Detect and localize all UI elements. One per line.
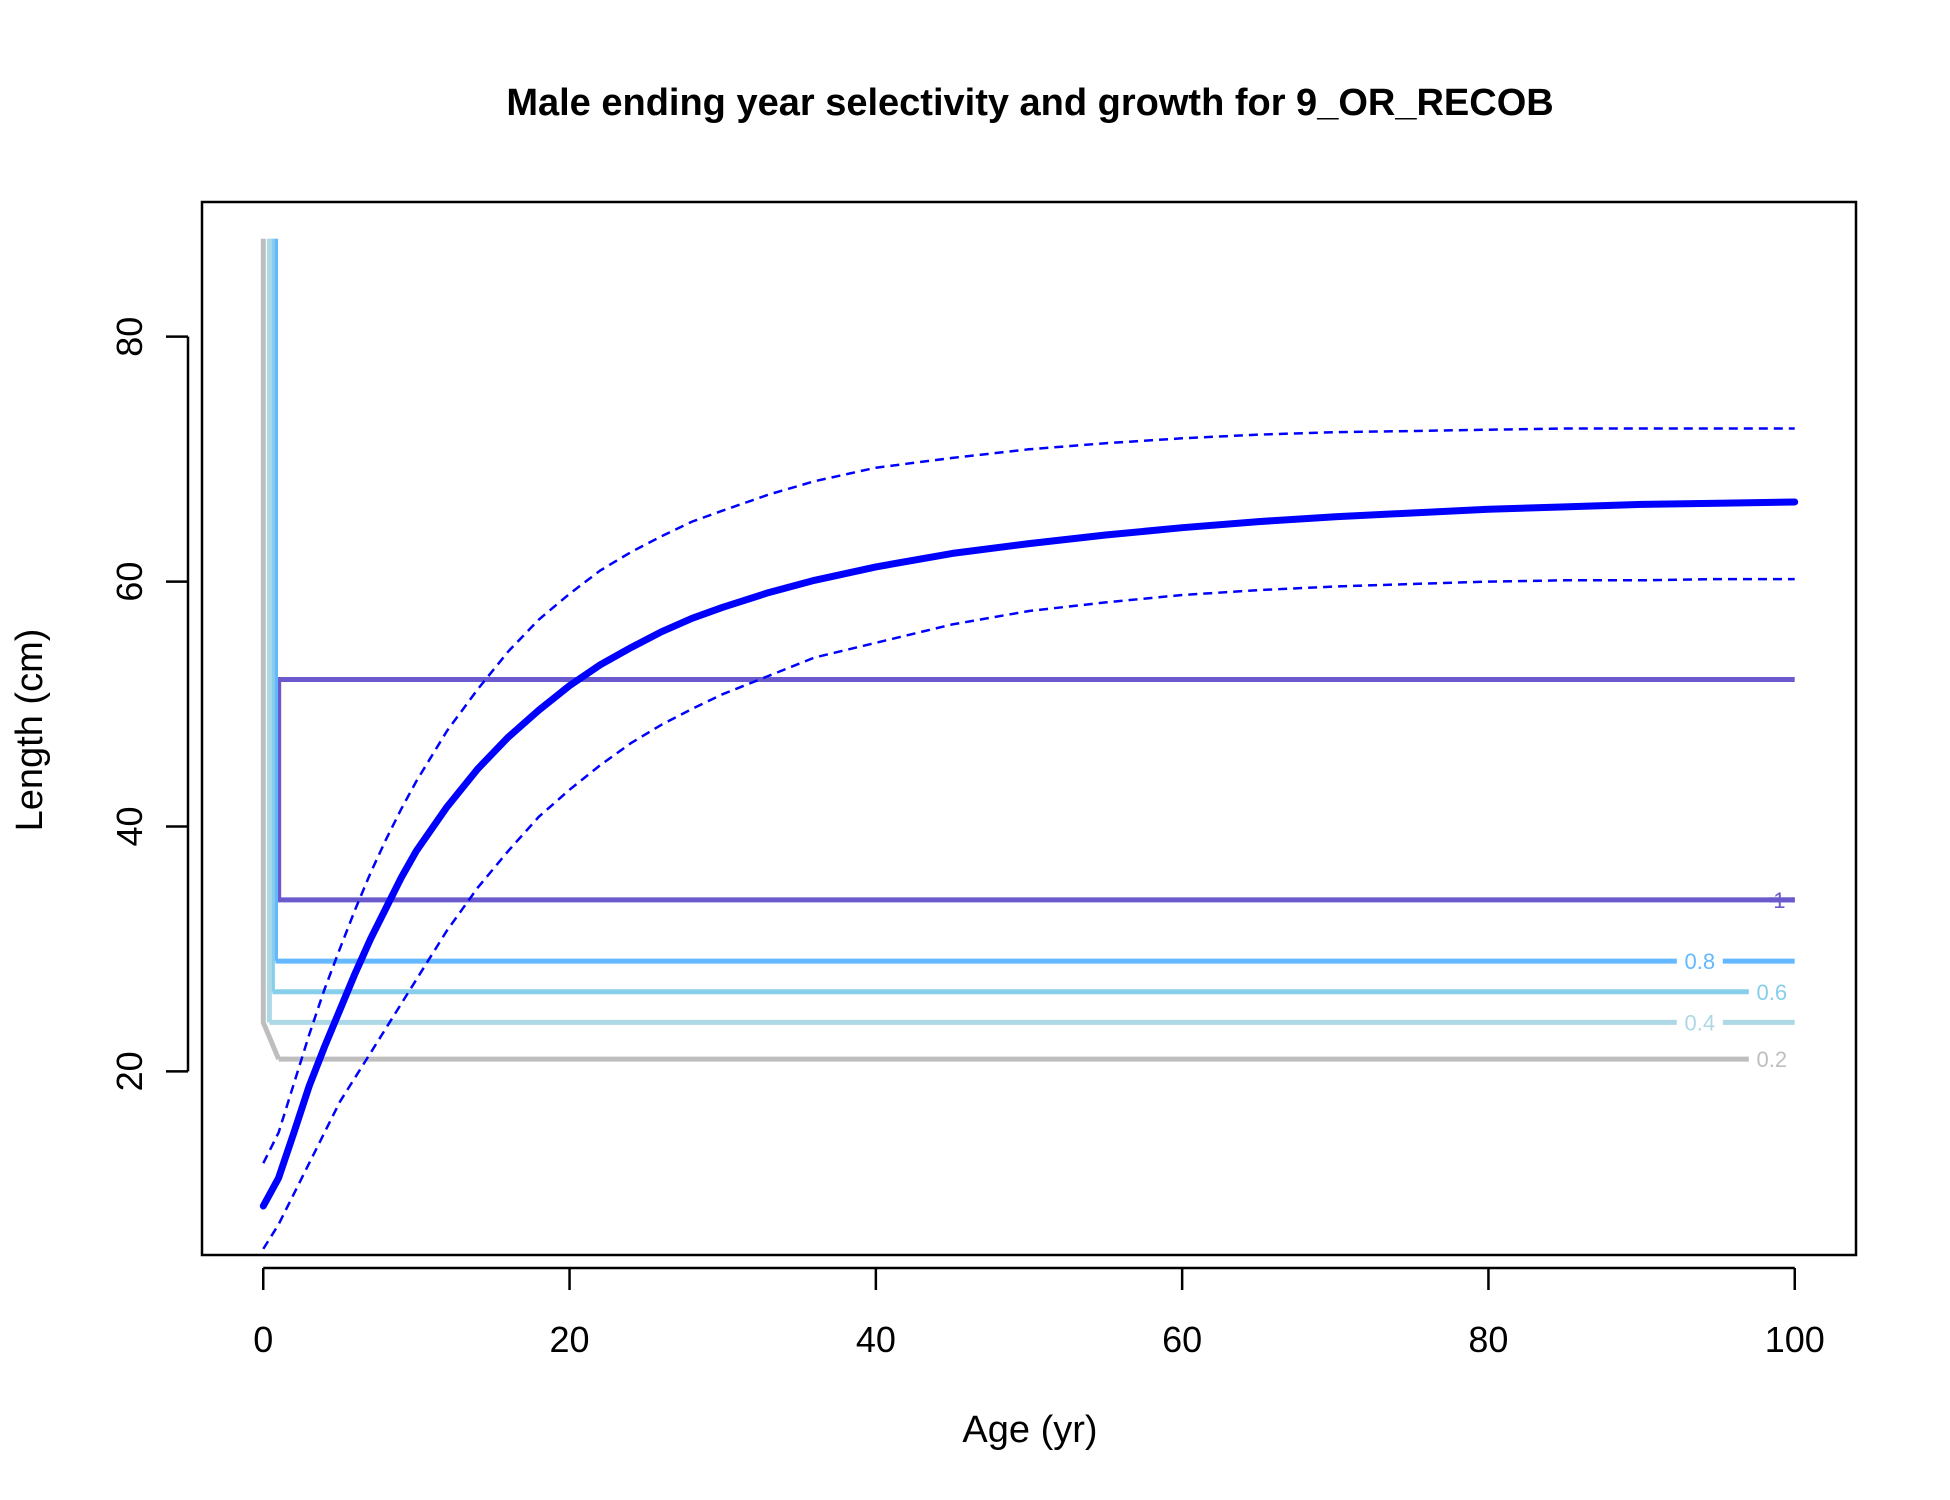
y-tick-label-60: 60 [109,562,150,602]
x-tick-label-80: 80 [1468,1319,1508,1360]
contour-line-0-2-stem [260,238,281,1061]
contour-label-1: 1 [1773,888,1785,913]
contour-line-1-stem [276,679,1795,903]
y-tick-label-80: 80 [109,317,150,357]
y-tick-label-40: 40 [109,806,150,846]
x-tick-label-60: 60 [1162,1319,1202,1360]
x-tick-label-40: 40 [856,1319,896,1360]
x-axis-label: Age (yr) [962,1409,1097,1451]
contour-label-0-8: 0.8 [1685,949,1716,974]
x-tick-label-20: 20 [550,1319,590,1360]
chart-title: Male ending year selectivity and growth … [506,82,1553,124]
growth-lower-bound-line [262,577,1795,1250]
x-tick-label-100: 100 [1765,1319,1825,1360]
contour-label-0-6: 0.6 [1757,980,1788,1005]
contour-label-0-2: 0.2 [1757,1047,1788,1072]
x-tick-label-0: 0 [253,1319,273,1360]
contour-label-0-4: 0.4 [1685,1010,1716,1035]
plot-frame [200,200,1858,1257]
growth-upper-bound-line [262,427,1795,1164]
growth-mean-line [259,498,1799,1210]
y-tick-label-20: 20 [109,1051,150,1091]
y-axis-label: Length (cm) [9,629,51,832]
